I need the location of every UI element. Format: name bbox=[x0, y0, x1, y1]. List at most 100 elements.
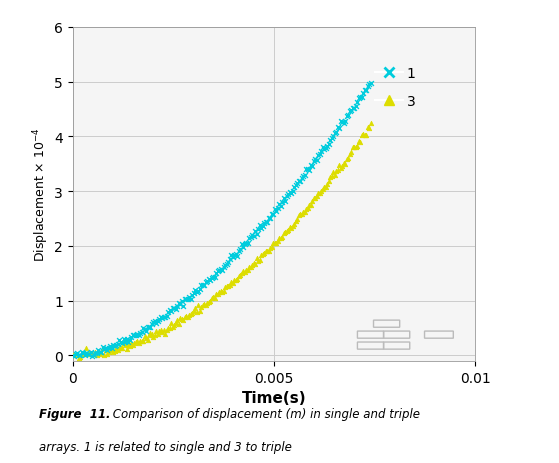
3 bbox=[335, 162, 344, 169]
1 bbox=[161, 314, 170, 321]
1 bbox=[287, 190, 296, 198]
3 bbox=[230, 277, 239, 284]
1 bbox=[203, 278, 212, 285]
1 bbox=[309, 158, 318, 165]
1 bbox=[348, 106, 357, 113]
3 bbox=[356, 139, 364, 147]
3 bbox=[234, 272, 243, 280]
3 bbox=[106, 345, 115, 353]
1 bbox=[245, 235, 254, 242]
3 bbox=[258, 250, 267, 258]
1 bbox=[181, 296, 190, 303]
3 bbox=[245, 264, 254, 272]
1 bbox=[100, 346, 108, 353]
3 bbox=[249, 260, 258, 267]
3 bbox=[297, 211, 306, 219]
1 bbox=[336, 118, 345, 125]
1 bbox=[97, 349, 106, 356]
3 bbox=[198, 301, 207, 309]
1 bbox=[143, 324, 152, 331]
3 bbox=[207, 294, 216, 302]
1 bbox=[94, 347, 103, 354]
3 bbox=[340, 161, 349, 168]
1 bbox=[183, 295, 192, 303]
1 bbox=[172, 306, 181, 313]
1 bbox=[92, 350, 101, 357]
3 bbox=[254, 258, 263, 265]
1 bbox=[344, 112, 353, 119]
3 bbox=[290, 220, 299, 228]
1 bbox=[222, 261, 231, 269]
1 bbox=[139, 325, 148, 332]
1 bbox=[257, 225, 266, 232]
3 bbox=[260, 250, 269, 257]
1 bbox=[215, 267, 224, 275]
3 bbox=[80, 350, 89, 358]
1 bbox=[342, 113, 351, 121]
1 bbox=[130, 332, 139, 339]
1 bbox=[137, 328, 146, 336]
3 bbox=[143, 336, 152, 344]
3 bbox=[233, 275, 242, 283]
3 bbox=[348, 144, 357, 152]
1 bbox=[296, 178, 305, 185]
3 bbox=[172, 319, 181, 327]
1 bbox=[318, 144, 327, 152]
1 bbox=[205, 275, 214, 282]
1 bbox=[363, 83, 372, 90]
3 bbox=[98, 345, 107, 352]
1 bbox=[88, 352, 97, 359]
3 bbox=[159, 326, 168, 334]
3 bbox=[149, 334, 158, 341]
1 bbox=[101, 344, 110, 352]
3 bbox=[161, 331, 170, 338]
3 bbox=[134, 340, 143, 347]
1 bbox=[225, 256, 234, 263]
1 bbox=[280, 195, 288, 202]
1 bbox=[165, 307, 174, 314]
3 bbox=[146, 329, 155, 337]
3 bbox=[115, 344, 124, 352]
1 bbox=[182, 296, 191, 303]
1 bbox=[221, 262, 230, 269]
3 bbox=[293, 215, 302, 223]
3 bbox=[177, 316, 186, 324]
3 bbox=[339, 160, 348, 168]
3 bbox=[187, 311, 196, 319]
1 bbox=[269, 211, 278, 219]
1 bbox=[340, 118, 349, 125]
3 bbox=[303, 204, 312, 212]
1 bbox=[266, 215, 274, 222]
1 bbox=[297, 175, 306, 182]
3 bbox=[231, 277, 240, 284]
1 bbox=[89, 351, 98, 359]
3 bbox=[210, 294, 219, 302]
1 bbox=[270, 206, 279, 213]
3 bbox=[108, 348, 117, 356]
1 bbox=[305, 167, 314, 175]
3 bbox=[148, 331, 157, 338]
1 bbox=[293, 180, 302, 188]
1 bbox=[98, 344, 107, 351]
1 bbox=[73, 349, 82, 357]
1 bbox=[150, 318, 159, 325]
3 bbox=[212, 291, 221, 298]
3 bbox=[100, 351, 108, 359]
3 bbox=[274, 235, 283, 242]
3 bbox=[135, 338, 144, 345]
1 bbox=[247, 234, 255, 241]
3 bbox=[284, 226, 293, 234]
1 bbox=[261, 219, 270, 226]
3 bbox=[150, 332, 159, 339]
1 bbox=[236, 246, 245, 253]
1 bbox=[248, 232, 257, 239]
3 bbox=[307, 198, 316, 205]
1 bbox=[314, 152, 323, 159]
1 bbox=[155, 316, 164, 323]
1 bbox=[185, 294, 194, 301]
3 bbox=[91, 349, 100, 356]
1 bbox=[303, 166, 312, 174]
1 bbox=[264, 215, 273, 222]
1 bbox=[366, 81, 375, 88]
3 bbox=[255, 257, 264, 264]
